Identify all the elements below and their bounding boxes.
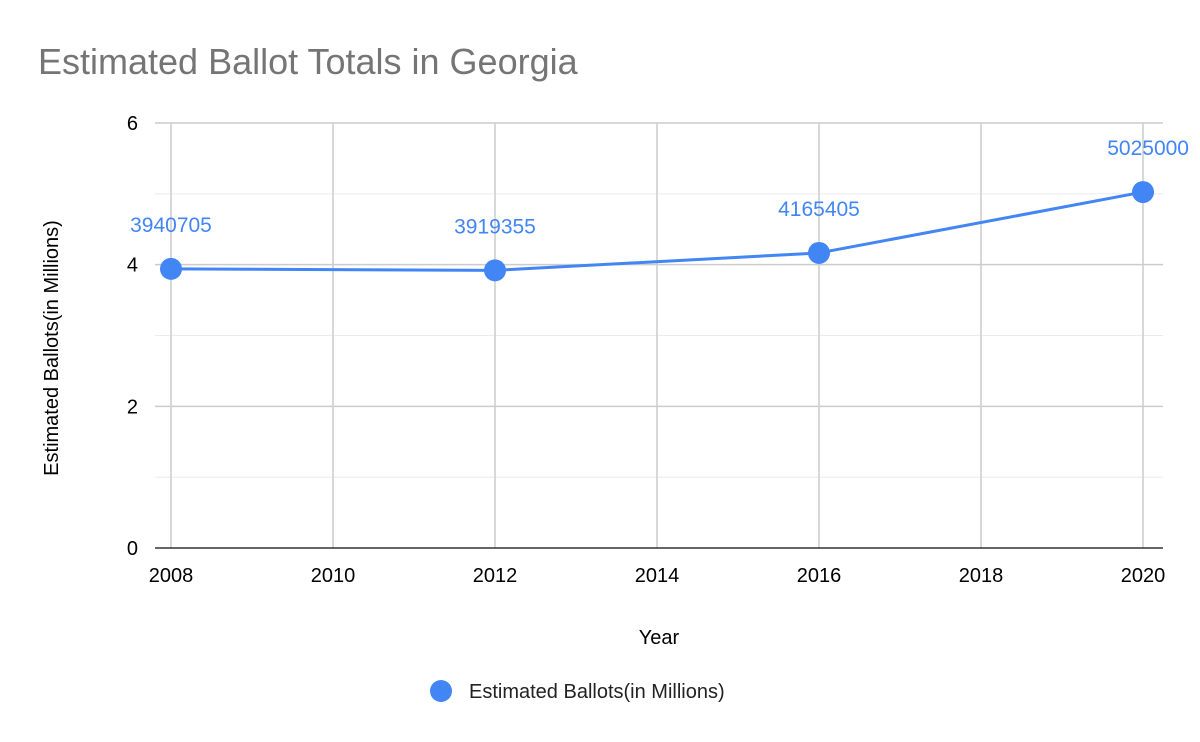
x-tick-label: 2010	[311, 565, 356, 587]
x-tick-label: 2012	[473, 565, 518, 587]
data-label: 4165405	[778, 198, 860, 221]
y-tick-label: 6	[127, 113, 138, 135]
x-tick-label: 2014	[635, 565, 680, 587]
chart-title: Estimated Ballot Totals in Georgia	[38, 41, 579, 82]
data-point	[1132, 181, 1154, 204]
data-point	[484, 259, 506, 282]
legend-marker	[430, 680, 452, 702]
y-tick-label: 2	[127, 396, 138, 418]
x-tick-label: 2018	[959, 565, 1004, 587]
data-label: 3919355	[454, 215, 536, 238]
series-line	[170, 190, 1144, 272]
x-axis-title: Year	[639, 627, 680, 649]
legend: Estimated Ballots(in Millions)	[430, 680, 725, 703]
grid	[155, 122, 1163, 548]
axes: 0 2 4 6 2008 2010 2012 2014 2016 2018 2020	[127, 113, 1165, 587]
legend-label: Estimated Ballots(in Millions)	[469, 681, 725, 703]
y-tick-label: 0	[127, 538, 138, 560]
data-point	[160, 257, 182, 280]
x-tick-label: 2008	[149, 565, 194, 587]
x-tick-label: 2016	[797, 565, 842, 587]
x-tick-label: 2020	[1121, 565, 1166, 587]
data-label: 5025000	[1107, 137, 1189, 160]
data-label: 3940705	[130, 214, 212, 237]
series-layer: 3940705 3919355 4165405 5025000	[130, 137, 1189, 282]
data-point	[808, 241, 830, 264]
y-axis-title: Estimated Ballots(in Millions)	[41, 220, 63, 476]
y-tick-label: 4	[127, 255, 138, 277]
